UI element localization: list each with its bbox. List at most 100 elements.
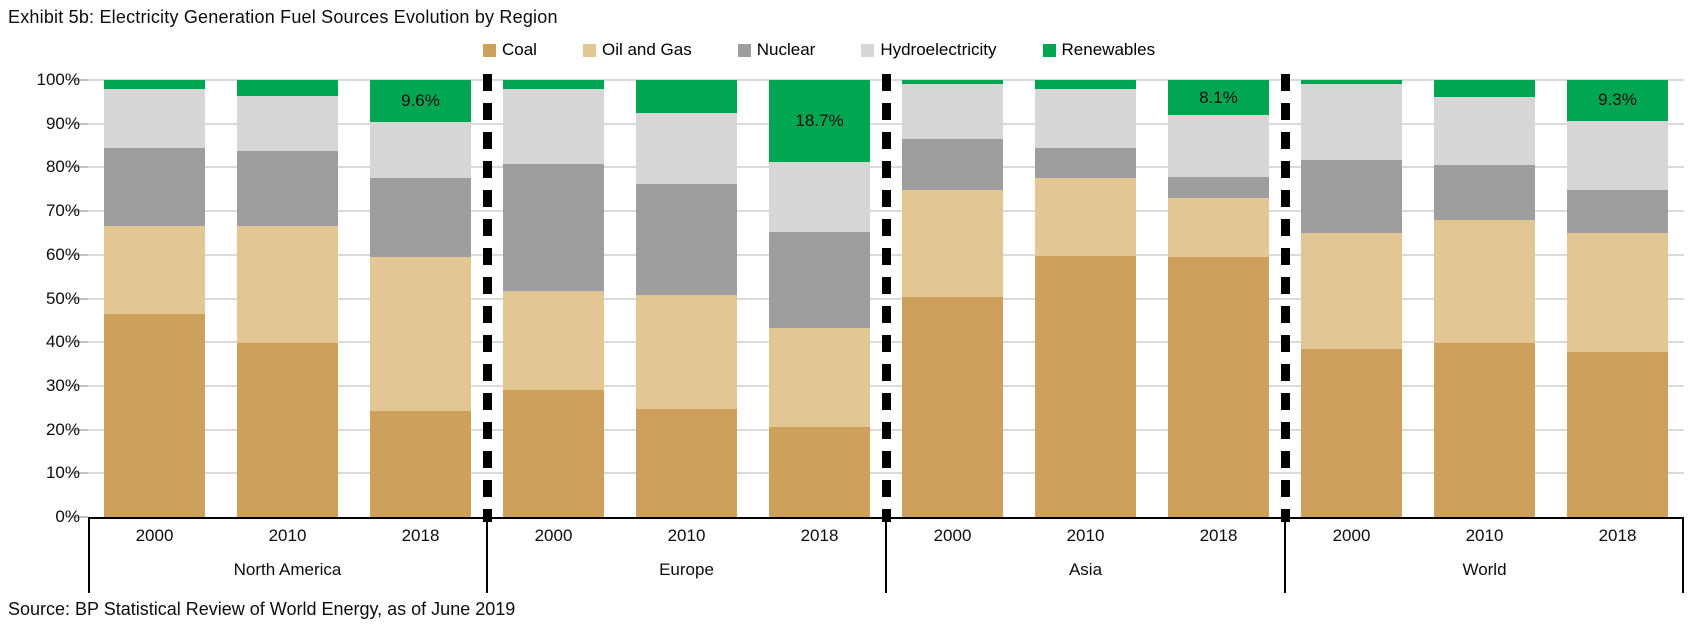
bar-world-2000-renewables	[1301, 80, 1402, 85]
legend-item-coal: Coal	[483, 40, 537, 60]
legend-item-renewables: Renewables	[1042, 40, 1156, 60]
chart-title: Exhibit 5b: Electricity Generation Fuel …	[8, 7, 558, 27]
bar-europe-2000-hydroelectricity	[503, 88, 604, 164]
group-separator-2	[881, 74, 891, 522]
y-tick-label-30: 30%	[45, 375, 80, 395]
legend-item-oil-and-gas: Oil and Gas	[582, 40, 692, 60]
bar-europe-2018-nuclear	[769, 231, 870, 329]
bar-asia-2010-coal	[1035, 255, 1136, 517]
bar-europe-2018-coal	[769, 427, 870, 517]
region-label-north-america: North America	[233, 560, 342, 579]
legend-label: Hydroelectricity	[880, 40, 997, 59]
year-label-world-2018: 2018	[1598, 526, 1637, 545]
bar-north-america-2010-hydroelectricity	[237, 96, 338, 152]
bar-asia-2010-renewables	[1035, 80, 1136, 89]
bar-north-america-2018-nuclear	[370, 178, 471, 257]
legend-item-nuclear: Nuclear	[737, 40, 816, 60]
data-label-world-2018: 9.3%	[1598, 90, 1637, 110]
bar-north-america-2018-hydroelectricity	[370, 121, 471, 179]
category-axis: 2000 2010 2018 North America 2000 2010 2018 Eur…	[88, 517, 1684, 593]
y-tick-50	[72, 297, 88, 300]
nuclear-swatch-icon	[737, 43, 751, 57]
year-label-europe-2010: 2010	[667, 526, 706, 545]
bar-north-america-2010-oil-and-gas	[237, 226, 338, 343]
bar-north-america-2010-renewables	[237, 80, 338, 97]
bar-asia-2010-hydroelectricity	[1035, 88, 1136, 149]
bar-europe-2018-oil-and-gas	[769, 328, 870, 428]
region-label-world: World	[1462, 560, 1507, 579]
bar-world-2018-hydroelectricity	[1567, 120, 1668, 190]
data-label-europe-2018: 18.7%	[795, 110, 844, 130]
y-tick-label-90: 90%	[45, 113, 80, 133]
legend: Coal Oil and Gas Nuclear Hydroelectricity Re…	[483, 40, 1155, 60]
bar-asia-2000-coal	[902, 296, 1003, 517]
axis-vline-2	[885, 519, 887, 593]
y-tick-label-10: 10%	[45, 463, 80, 483]
bar-asia-2018-coal	[1168, 256, 1269, 517]
y-tick-label-0: 0%	[55, 507, 80, 526]
hydroelectricity-swatch-icon	[861, 43, 875, 57]
y-tick-100	[72, 79, 88, 81]
bar-world-2000-coal	[1301, 349, 1402, 517]
bar-world-2010-nuclear	[1434, 165, 1535, 221]
y-tick-40	[72, 341, 88, 344]
y-tick-label-50: 50%	[45, 288, 80, 308]
bar-north-america-2000-coal	[104, 314, 205, 517]
plot-area: 9.6% 18.7% 8.1% 9.3%	[88, 74, 1684, 522]
region-label-asia: Asia	[1068, 560, 1103, 579]
y-tick-label-20: 20%	[45, 419, 80, 439]
legend-label: Renewables	[1061, 40, 1156, 59]
data-label-asia-2018: 8.1%	[1199, 87, 1238, 107]
year-label-asia-2018: 2018	[1199, 526, 1238, 545]
bar-asia-2000-nuclear	[902, 139, 1003, 191]
bar-world-2018-renewables: 9.3%	[1567, 80, 1668, 121]
bar-asia-2010-oil-and-gas	[1035, 178, 1136, 256]
bar-world-2018-oil-and-gas	[1567, 232, 1668, 352]
legend-label: Nuclear	[756, 40, 816, 59]
oil-and-gas-swatch-icon	[582, 43, 596, 57]
legend-label: Coal	[502, 40, 537, 59]
bar-europe-2000-nuclear	[503, 163, 604, 291]
legend-item-hydroelectricity: Hydroelectricity	[861, 40, 997, 60]
y-tick-80	[72, 166, 88, 169]
y-tick-label-70: 70%	[45, 201, 80, 221]
year-label-europe-2018: 2018	[800, 526, 839, 545]
year-label-north-america-2018: 2018	[401, 526, 440, 545]
y-tick-label-80: 80%	[45, 157, 80, 177]
bar-north-america-2000-oil-and-gas	[104, 225, 205, 315]
bar-world-2010-coal	[1434, 342, 1535, 517]
y-tick-70	[72, 210, 88, 213]
bar-north-america-2018-renewables: 9.6%	[370, 80, 471, 122]
y-tick-label-40: 40%	[45, 332, 80, 352]
bar-asia-2018-hydroelectricity	[1168, 115, 1269, 178]
year-label-north-america-2000: 2000	[135, 526, 174, 545]
axis-vline-3	[1284, 519, 1286, 593]
year-label-north-america-2010: 2010	[268, 526, 307, 545]
year-label-world-2000: 2000	[1332, 526, 1371, 545]
coal-swatch-icon	[483, 43, 496, 57]
bar-asia-2018-oil-and-gas	[1168, 198, 1269, 257]
bar-europe-2018-hydroelectricity	[769, 161, 870, 232]
bar-asia-2018-nuclear	[1168, 177, 1269, 198]
axis-vline-right	[1682, 519, 1684, 593]
legend-label: Oil and Gas	[601, 40, 692, 59]
bar-europe-2010-oil-and-gas	[636, 295, 737, 409]
bar-europe-2010-hydroelectricity	[636, 112, 737, 185]
year-label-asia-2000: 2000	[933, 526, 972, 545]
y-tick-label-60: 60%	[45, 244, 80, 264]
bar-asia-2018-renewables: 8.1%	[1168, 80, 1269, 116]
bar-europe-2000-coal	[503, 390, 604, 517]
bar-asia-2010-nuclear	[1035, 148, 1136, 179]
bar-north-america-2010-nuclear	[237, 151, 338, 227]
bar-world-2000-nuclear	[1301, 159, 1402, 233]
bar-europe-2010-renewables	[636, 80, 737, 113]
bar-world-2000-hydroelectricity	[1301, 84, 1402, 160]
bar-asia-2000-renewables	[902, 80, 1003, 85]
year-label-asia-2010: 2010	[1066, 526, 1105, 545]
y-tick-0	[72, 516, 88, 518]
source-note: Source: BP Statistical Review of World E…	[8, 599, 516, 619]
bar-world-2000-oil-and-gas	[1301, 232, 1402, 350]
bar-north-america-2000-nuclear	[104, 147, 205, 226]
bar-europe-2000-renewables	[503, 80, 604, 89]
bar-europe-2010-coal	[636, 408, 737, 517]
